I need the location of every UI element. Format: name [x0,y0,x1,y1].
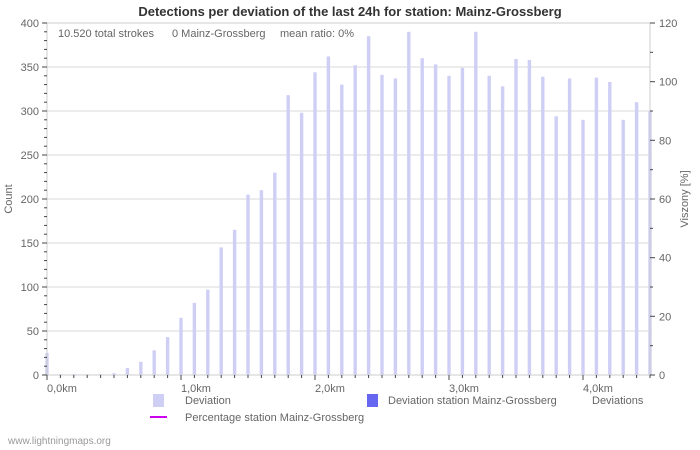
svg-text:2,0km: 2,0km [315,383,345,395]
svg-text:0: 0 [33,370,39,382]
svg-text:Percentage station Mainz-Gross: Percentage station Mainz-Grossberg [185,412,364,424]
svg-text:20: 20 [659,311,671,323]
svg-text:150: 150 [21,238,39,250]
svg-text:40: 40 [659,253,671,265]
svg-text:350: 350 [21,62,39,74]
svg-text:Deviation: Deviation [185,395,231,407]
svg-text:80: 80 [659,135,671,147]
svg-text:Deviations: Deviations [592,395,644,407]
svg-text:0 Mainz-Grossberg: 0 Mainz-Grossberg [172,28,266,40]
svg-text:mean ratio: 0%: mean ratio: 0% [280,28,354,40]
svg-text:Viszony [%]: Viszony [%] [679,170,691,227]
svg-text:250: 250 [21,150,39,162]
svg-text:10.520 total strokes: 10.520 total strokes [58,28,155,40]
svg-text:100: 100 [659,77,677,89]
svg-text:60: 60 [659,194,671,206]
svg-text:50: 50 [27,326,39,338]
svg-text:0,0km: 0,0km [47,383,77,395]
svg-text:Count: Count [3,184,15,213]
svg-text:Deviation station Mainz-Grossb: Deviation station Mainz-Grossberg [388,395,557,407]
svg-text:3,0km: 3,0km [449,383,479,395]
svg-text:1,0km: 1,0km [181,383,211,395]
svg-text:4,0km: 4,0km [583,383,613,395]
svg-text:100: 100 [21,282,39,294]
svg-text:www.lightningmaps.org: www.lightningmaps.org [7,436,111,447]
svg-text:200: 200 [21,194,39,206]
svg-text:300: 300 [21,106,39,118]
svg-text:400: 400 [21,18,39,30]
svg-text:120: 120 [659,18,677,30]
svg-text:0: 0 [659,370,665,382]
